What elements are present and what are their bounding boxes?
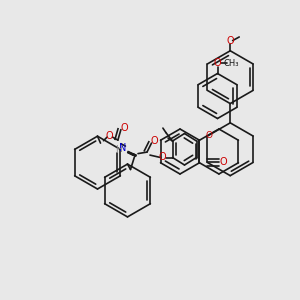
Text: O: O <box>159 152 167 162</box>
Text: O: O <box>219 157 227 167</box>
Text: H: H <box>116 145 122 154</box>
Text: N: N <box>119 142 127 153</box>
Text: CH₃: CH₃ <box>223 58 239 68</box>
Text: O: O <box>214 58 221 68</box>
Text: O: O <box>121 123 128 133</box>
Text: O: O <box>206 130 212 140</box>
Text: O: O <box>151 136 158 146</box>
Text: O: O <box>226 36 234 46</box>
Text: O: O <box>105 130 113 141</box>
